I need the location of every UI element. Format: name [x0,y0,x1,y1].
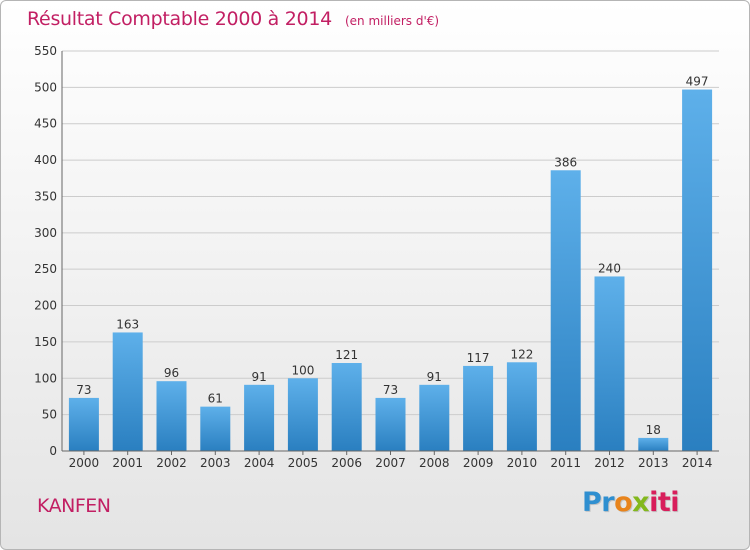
chart-subtitle: (en milliers d'€) [344,14,440,28]
x-tick-label: 2003 [200,456,231,470]
bar-2004 [244,384,275,451]
proxiti-logo[interactable]: Proxiti [582,487,680,518]
x-tick-label: 2010 [507,456,538,470]
x-tick-label: 2005 [288,456,319,470]
y-tick-label: 100 [34,371,57,385]
x-tick-label: 2014 [682,456,713,470]
logo-part-1: Pr [582,487,615,518]
value-label: 386 [554,155,577,169]
x-tick-label: 2002 [156,456,187,470]
y-tick-label: 300 [34,226,57,240]
bar-2002 [156,381,187,451]
value-label: 73 [383,383,398,397]
y-tick-label: 200 [34,299,57,313]
bar-2013 [638,437,669,451]
chart-title: Résultat Comptable 2000 à 2014 [27,8,332,30]
y-tick-label: 550 [34,44,57,58]
bar-2009 [463,365,494,451]
y-tick-label: 50 [42,408,57,422]
title-row: Résultat Comptable 2000 à 2014 (en milli… [27,8,439,30]
bar-2003 [200,406,231,451]
value-label: 91 [251,370,266,384]
bar-2006 [331,363,362,451]
x-tick-label: 2011 [550,456,581,470]
y-tick-label: 150 [34,335,57,349]
value-label: 497 [686,75,709,89]
x-tick-label: 2012 [594,456,625,470]
value-label: 121 [335,348,358,362]
y-tick-label: 450 [34,117,57,131]
value-label: 100 [291,363,314,377]
axes: 0 50 100 150 200 250 300 350 400 450 500 550 2000 200… [34,44,719,470]
bar-2008 [419,384,450,451]
y-tick-label: 0 [49,444,57,458]
x-tick-label: 2000 [69,456,100,470]
x-tick-label: 2009 [463,456,494,470]
value-label: 91 [427,370,442,384]
value-label: 96 [164,366,179,380]
y-tick-label: 350 [34,189,57,203]
value-label: 163 [116,317,139,331]
value-label: 122 [510,347,533,361]
value-label: 117 [467,351,490,365]
bar-2011 [550,170,581,452]
value-label: 240 [598,261,621,275]
value-label: 73 [76,383,91,397]
bar-2014 [682,89,713,451]
logo-part-2: o [614,487,633,518]
bar-2005 [287,378,318,451]
x-tick-label: 2006 [331,456,362,470]
bars [68,89,713,452]
x-tick-label: 2013 [638,456,669,470]
commune-name: KANFEN [37,495,111,517]
bar-2012 [594,276,625,451]
bar-2010 [506,362,537,451]
logo-part-4: iti [649,487,680,518]
x-tick-label: 2007 [375,456,406,470]
x-tick-label: 2004 [244,456,275,470]
x-tick-label: 2008 [419,456,450,470]
y-tick-label: 400 [34,153,57,167]
value-label: 18 [646,423,661,437]
bar-2001 [112,332,143,451]
x-tick-label: 2001 [112,456,143,470]
labels: 73 163 96 61 91 100 121 73 91 117 122 386 240 18 497 [76,75,708,437]
bar-2007 [375,397,406,451]
bar-2000 [68,397,99,451]
y-tick-label: 500 [34,80,57,94]
y-tick-label: 250 [34,262,57,276]
value-label: 61 [208,392,223,406]
logo-part-3: x [632,487,650,518]
